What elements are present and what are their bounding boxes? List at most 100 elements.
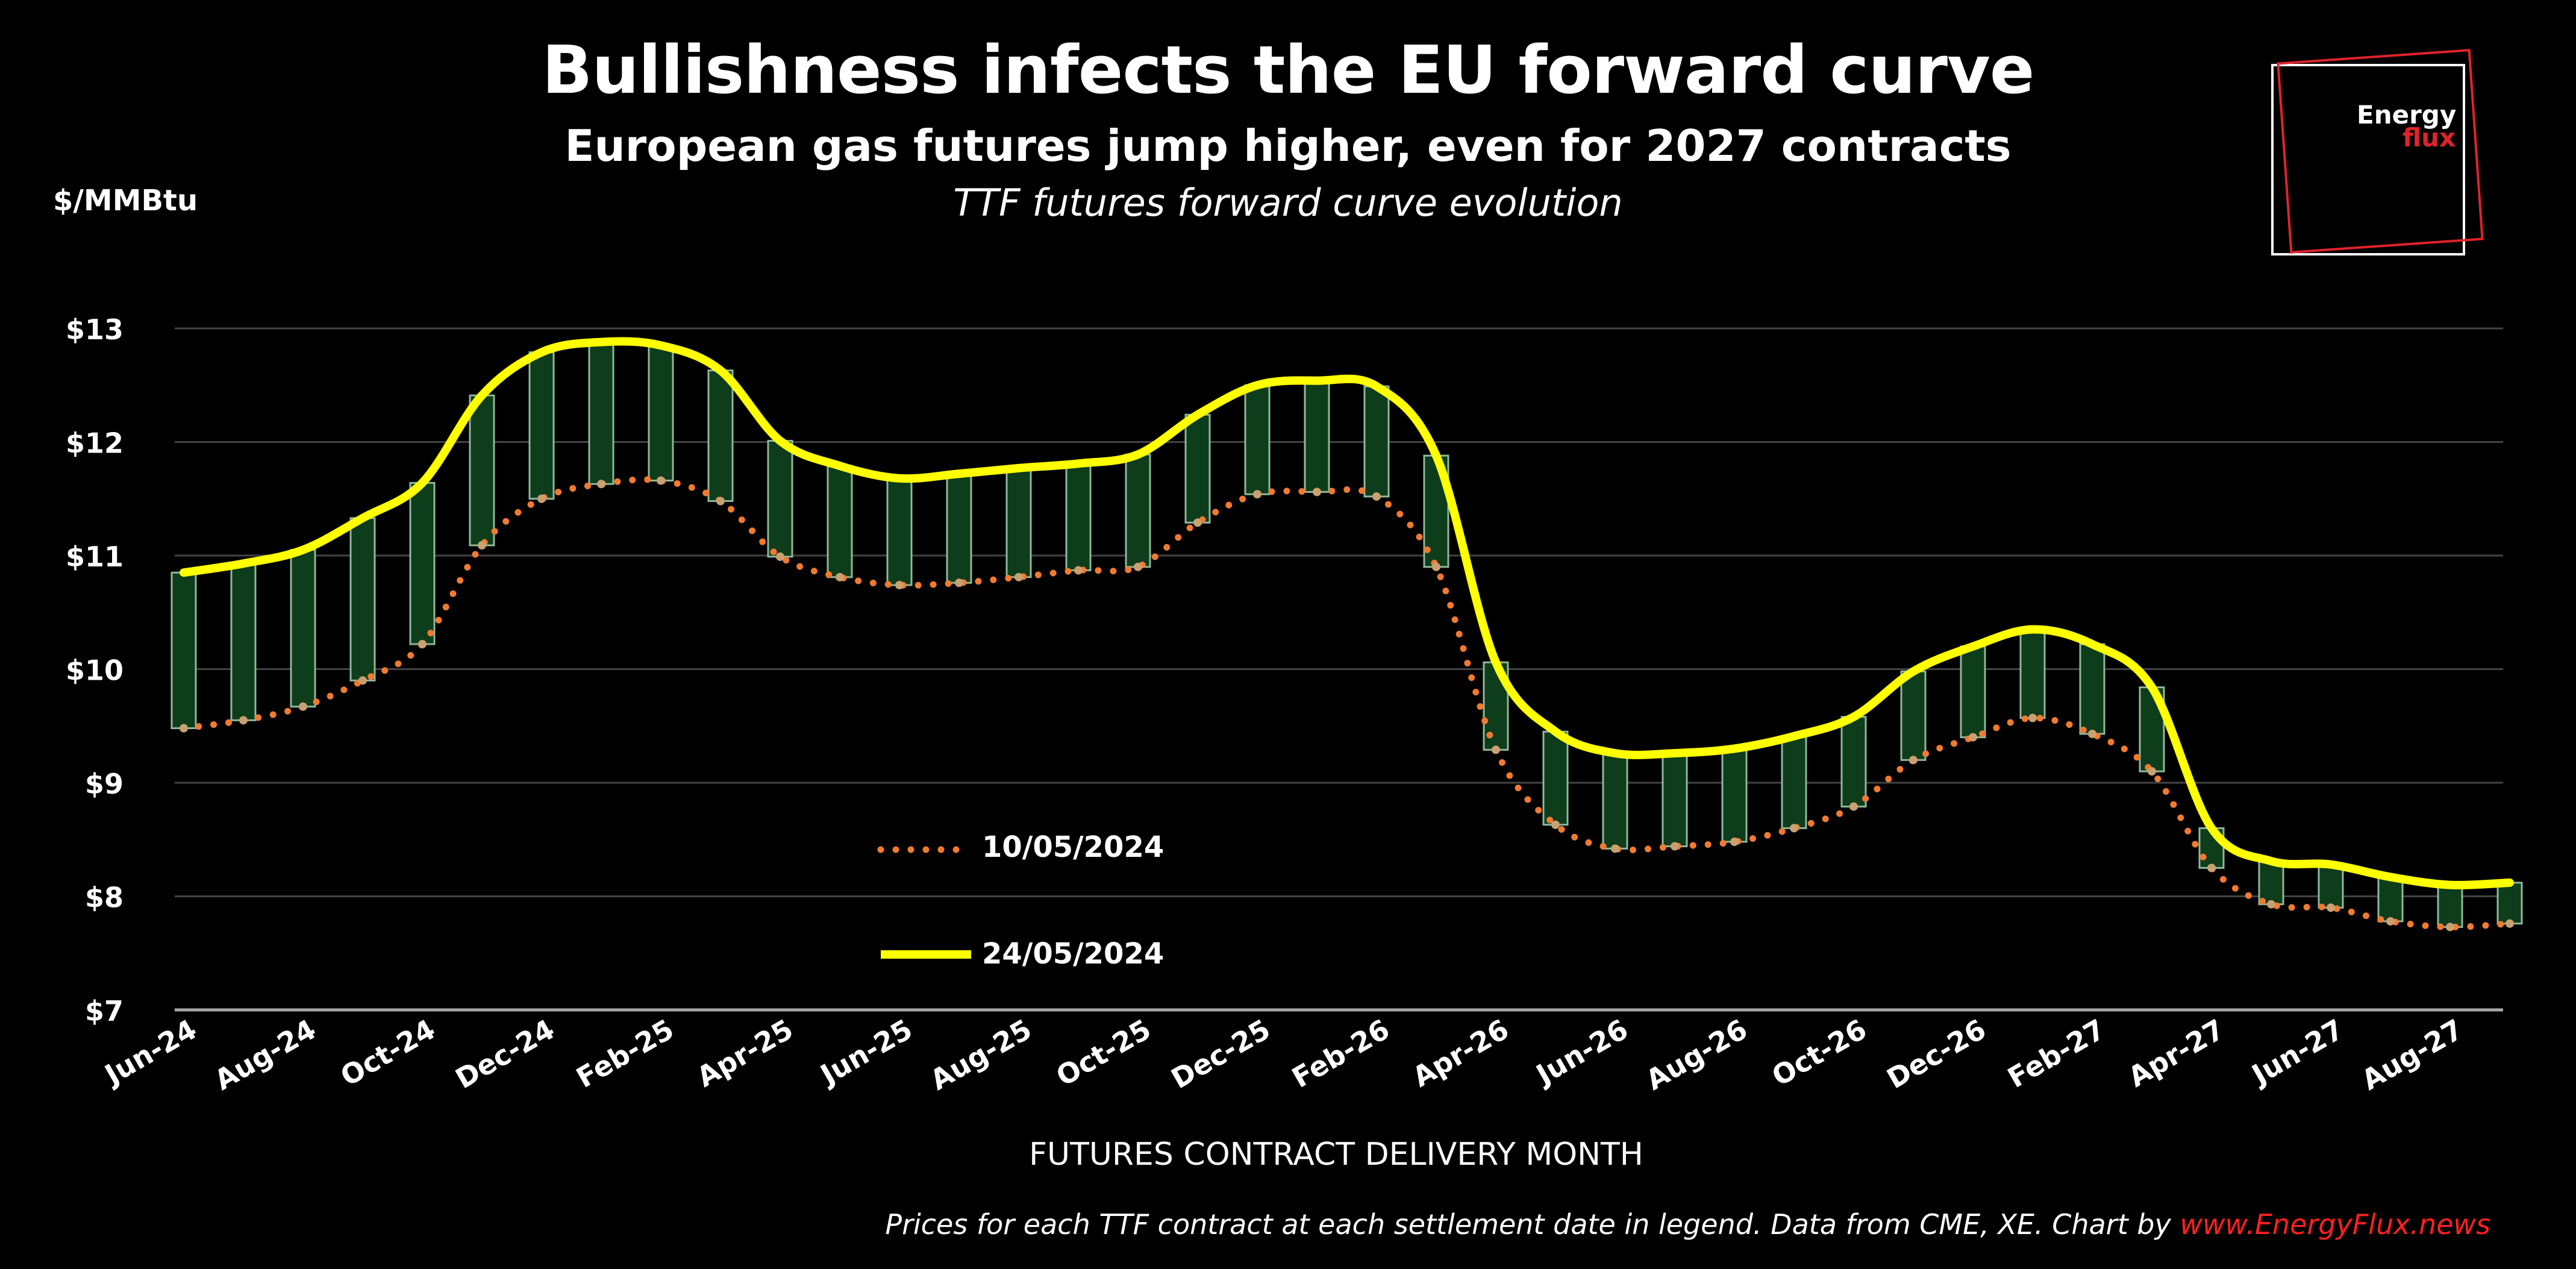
- x-tick-label: Feb-27: [2002, 1013, 2110, 1094]
- data-point-24-05-2024: [2210, 826, 2213, 830]
- data-point-24-05-2024: [420, 481, 424, 485]
- data-point-24-05-2024: [1971, 644, 1975, 648]
- change-bar: [946, 472, 972, 584]
- legend-label-24-05-2024: 24/05/2024: [982, 937, 1165, 971]
- data-point-10-05-2024: [1671, 842, 1679, 851]
- legend: [877, 846, 971, 959]
- y-tick-label: $7: [85, 995, 123, 1027]
- data-point-24-05-2024: [2090, 642, 2094, 647]
- data-point-24-05-2024: [301, 548, 305, 552]
- data-point-10-05-2024: [2148, 767, 2156, 776]
- source-link[interactable]: www.EnergyFlux.news: [2180, 1208, 2490, 1241]
- y-tick-label: $12: [66, 427, 123, 460]
- change-bar: [1244, 384, 1271, 495]
- data-point-24-05-2024: [2031, 627, 2034, 631]
- data-point-10-05-2024: [836, 572, 844, 581]
- change-bar: [349, 517, 376, 682]
- data-point-24-05-2024: [2329, 862, 2333, 866]
- change-bar: [409, 481, 436, 645]
- data-point-10-05-2024: [657, 476, 665, 485]
- data-point-10-05-2024: [180, 724, 188, 733]
- data-point-10-05-2024: [1253, 490, 1261, 499]
- x-tick-label: Apr-27: [2123, 1013, 2230, 1094]
- x-tick-label: Feb-26: [1286, 1013, 1395, 1094]
- data-point-10-05-2024: [716, 497, 725, 506]
- data-point-10-05-2024: [2506, 919, 2514, 928]
- data-point-10-05-2024: [1790, 824, 1798, 833]
- data-point-10-05-2024: [2207, 863, 2216, 873]
- data-point-10-05-2024: [1372, 492, 1381, 501]
- data-point-10-05-2024: [418, 640, 427, 649]
- chart-subtitle-italic: TTF futures forward curve evolution: [953, 181, 1623, 225]
- data-point-24-05-2024: [1792, 734, 1796, 738]
- logo-word-energy: Energy: [2357, 100, 2457, 130]
- data-point-24-05-2024: [1554, 730, 1557, 734]
- change-bar: [2318, 863, 2344, 909]
- data-point-24-05-2024: [838, 464, 842, 468]
- chart-subtitle: European gas futures jump higher, even f…: [564, 121, 2012, 171]
- x-tick-label: Aug-24: [209, 1013, 322, 1097]
- energyflux-logo: Energy flux: [2271, 49, 2484, 255]
- x-tick-label: Dec-24: [450, 1013, 560, 1095]
- change-bar: [1900, 670, 1927, 761]
- data-point-10-05-2024: [1313, 487, 1321, 497]
- change-bar: [1840, 716, 1867, 808]
- y-axis-unit: $/MMBtu: [53, 184, 198, 218]
- series-24-05-2024: [180, 337, 2514, 889]
- data-point-24-05-2024: [480, 393, 484, 398]
- data-point-24-05-2024: [599, 340, 603, 344]
- x-tick-label: Jun-26: [1529, 1013, 1633, 1092]
- data-point-10-05-2024: [1730, 838, 1739, 847]
- x-tick-label: Dec-26: [1881, 1013, 1992, 1095]
- y-tick-label: $8: [85, 882, 123, 914]
- logo-square-white: [2271, 64, 2465, 255]
- data-point-24-05-2024: [2389, 875, 2392, 879]
- change-bar: [1721, 747, 1748, 843]
- data-point-10-05-2024: [239, 716, 248, 725]
- data-point-10-05-2024: [2327, 903, 2335, 912]
- data-point-24-05-2024: [1852, 715, 1855, 719]
- y-tick-label: $10: [66, 654, 123, 687]
- data-point-24-05-2024: [2448, 883, 2452, 887]
- data-point-24-05-2024: [2150, 685, 2154, 689]
- change-bar: [290, 549, 316, 708]
- change-bar: [2437, 884, 2463, 928]
- data-point-10-05-2024: [1134, 562, 1142, 571]
- series-line-24-05-2024: [180, 337, 2514, 889]
- chart-title: Bullishness infects the EU forward curve: [542, 31, 2035, 108]
- y-tick-label: $9: [85, 768, 123, 800]
- x-tick-label: Aug-25: [925, 1013, 1037, 1097]
- change-bar: [2258, 860, 2284, 906]
- data-point-10-05-2024: [1492, 745, 1500, 754]
- data-point-24-05-2024: [1912, 669, 1915, 674]
- data-point-24-05-2024: [361, 516, 364, 520]
- x-tick-label: Jun-25: [813, 1013, 918, 1092]
- data-point-24-05-2024: [182, 571, 186, 575]
- data-point-10-05-2024: [2028, 713, 2037, 722]
- data-point-10-05-2024: [955, 578, 963, 588]
- data-point-24-05-2024: [242, 562, 245, 566]
- change-bar: [1781, 735, 1807, 829]
- change-bar: [767, 440, 793, 558]
- change-bars: [170, 341, 2523, 928]
- data-point-24-05-2024: [659, 343, 663, 348]
- change-bar: [648, 344, 674, 482]
- change-bar: [528, 351, 555, 500]
- change-bar: [588, 341, 614, 485]
- data-point-24-05-2024: [1077, 462, 1080, 466]
- data-point-24-05-2024: [1375, 384, 1378, 389]
- change-bar: [1304, 380, 1330, 493]
- legend-label-10-05-2024: 10/05/2024: [982, 830, 1165, 864]
- data-point-10-05-2024: [537, 494, 546, 503]
- data-point-24-05-2024: [2269, 859, 2273, 863]
- change-bar: [1662, 752, 1688, 848]
- data-point-10-05-2024: [299, 702, 307, 711]
- data-point-24-05-2024: [1196, 413, 1199, 417]
- data-point-10-05-2024: [1014, 572, 1023, 581]
- data-point-24-05-2024: [957, 472, 961, 476]
- data-point-24-05-2024: [1733, 747, 1736, 751]
- y-tick-labels: $7 $8 $9 $10 $11 $12 $13: [66, 313, 123, 1027]
- source-footnote: Prices for each TTF contract at each set…: [885, 1208, 2490, 1241]
- data-point-10-05-2024: [1193, 518, 1202, 527]
- data-point-10-05-2024: [1909, 756, 1918, 765]
